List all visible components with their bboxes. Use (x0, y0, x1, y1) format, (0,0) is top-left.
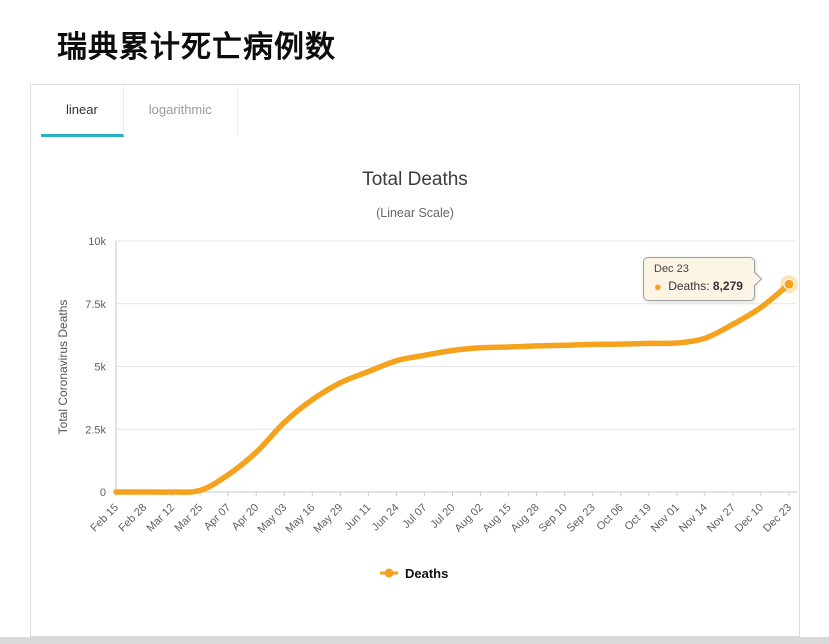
chart-title: Total Deaths (362, 169, 468, 190)
chart-area: Total Deaths (Linear Scale) Total Corona… (31, 137, 799, 635)
y-axis-title: Total Coronavirus Deaths (56, 300, 70, 435)
x-tick-label: Sep 10 (537, 502, 570, 535)
scale-tab-bar: linear logarithmic (31, 85, 799, 137)
chart-tooltip: Dec 23 ● Deaths: 8,279 (643, 257, 763, 301)
x-tick-label: Apr 07 (202, 502, 233, 533)
tooltip-series-row: ● Deaths: 8,279 (654, 279, 744, 294)
tooltip-value: 8,279 (712, 279, 743, 293)
y-tick-label: 10k (88, 236, 106, 248)
x-tick-label: Nov 01 (649, 502, 682, 535)
x-tick-label: Mar 12 (145, 502, 178, 535)
legend-label: Deaths (405, 566, 448, 581)
x-tick-label: Jul 07 (400, 502, 429, 531)
x-tick-label: Dec 23 (761, 502, 794, 535)
tab-linear[interactable]: linear (41, 85, 124, 137)
legend-marker (384, 568, 394, 578)
tooltip-date: Dec 23 (654, 263, 689, 275)
x-tick-label: Aug 15 (481, 502, 514, 535)
x-tick-label: Feb 15 (88, 502, 121, 535)
chart-canvas: Total Deaths (Linear Scale) Total Corona… (56, 169, 798, 581)
deaths-line-series[interactable] (113, 281, 792, 495)
y-tick-label: 2.5k (85, 424, 106, 436)
page-bottom-edge (0, 637, 829, 644)
x-tick-label: Jun 11 (342, 502, 373, 533)
chart-card: linear logarithmic Total Deaths (Linear … (30, 84, 800, 637)
x-tick-label: May 16 (283, 502, 317, 536)
page-title: 瑞典累计死亡病例数 (57, 31, 336, 64)
x-tick-label: Aug 02 (453, 502, 486, 535)
legend[interactable]: Deaths (380, 566, 448, 581)
x-tick-label: Feb 28 (116, 502, 149, 535)
x-tick-label: Aug 28 (509, 502, 542, 535)
tooltip-series-label: Deaths: (668, 279, 710, 293)
x-tick-label: Nov 27 (705, 502, 738, 535)
x-tick-label: Sep 23 (565, 502, 598, 535)
y-tick-label: 5k (94, 362, 106, 374)
x-tick-label: Jun 24 (370, 502, 402, 534)
tooltip-series-bullet-icon: ● (654, 279, 662, 294)
tab-logarithmic[interactable]: logarithmic (124, 85, 238, 137)
y-tick-label: 0 (100, 487, 106, 499)
x-tick-label: Dec 10 (733, 502, 766, 535)
x-tick-label: Mar 25 (173, 502, 206, 535)
chart-subtitle: (Linear Scale) (376, 206, 454, 220)
last-point-marker[interactable] (783, 278, 795, 290)
x-tick-label: Oct 06 (594, 502, 625, 533)
x-tick-label: May 29 (311, 502, 345, 536)
x-tick-label: Oct 19 (623, 502, 654, 533)
x-tick-label: Nov 14 (677, 502, 710, 535)
x-tick-label: May 03 (255, 502, 289, 536)
y-tick-label: 7.5k (85, 299, 106, 311)
